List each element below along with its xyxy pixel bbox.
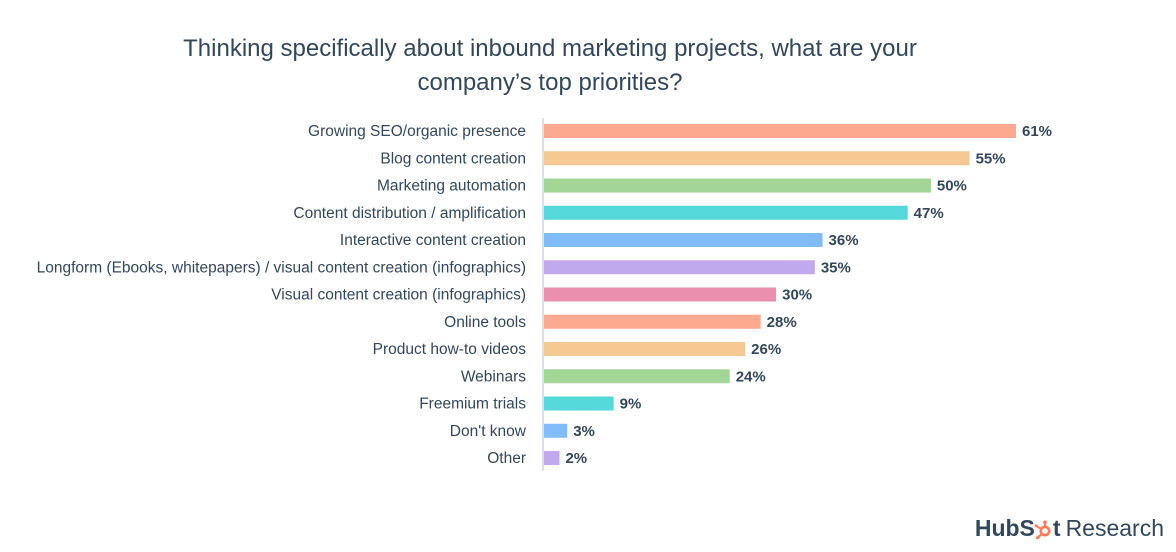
- logo-brand-part1: HubS: [974, 515, 1035, 541]
- category-label: Product how-to videos: [373, 341, 527, 358]
- category-label: Longform (Ebooks, whitepapers) / visual …: [37, 259, 526, 276]
- bar: [544, 451, 560, 465]
- category-label: Content distribution / amplification: [293, 205, 526, 222]
- bar: [544, 314, 761, 329]
- bar: [544, 178, 931, 193]
- category-label: Freemium trials: [419, 396, 526, 413]
- category-label: Blog content creation: [380, 150, 526, 167]
- hubspot-research-logo: HubS t Research: [975, 515, 1164, 542]
- value-label: 3%: [573, 423, 595, 440]
- bar: [544, 151, 970, 166]
- bar: [544, 342, 746, 356]
- category-label: Other: [487, 450, 526, 467]
- value-label: 47%: [914, 205, 944, 222]
- category-label: Don't know: [450, 423, 527, 440]
- bar: [544, 396, 614, 411]
- value-label: 26%: [751, 341, 781, 358]
- bar: [544, 423, 568, 438]
- category-label: Growing SEO/organic presence: [308, 123, 526, 140]
- logo-research-text: Research: [1065, 515, 1164, 541]
- value-label: 61%: [1022, 123, 1052, 140]
- bar: [544, 260, 815, 275]
- category-label: Online tools: [444, 314, 526, 331]
- bar: [544, 287, 777, 302]
- bar: [544, 205, 908, 220]
- value-label: 55%: [976, 150, 1006, 167]
- value-label: 35%: [821, 259, 851, 276]
- category-label: Visual content creation (infographics): [271, 287, 526, 304]
- value-label: 2%: [565, 450, 587, 467]
- bar: [544, 124, 1016, 138]
- value-label: 50%: [937, 178, 967, 195]
- category-label: Marketing automation: [377, 178, 526, 195]
- logo-brand-part2: t: [1052, 515, 1061, 541]
- bar: [544, 369, 730, 384]
- value-label: 24%: [736, 368, 766, 385]
- bar: [544, 233, 823, 247]
- sprocket-icon: [1034, 520, 1051, 540]
- value-label: 28%: [767, 314, 797, 331]
- chart-title-line-2: company’s top priorities?: [417, 69, 683, 96]
- category-label: Webinars: [461, 368, 526, 385]
- value-label: 30%: [782, 287, 812, 304]
- chart-title-line-1: Thinking specifically about inbound mark…: [183, 35, 917, 62]
- value-label: 36%: [829, 232, 859, 249]
- category-label: Interactive content creation: [340, 232, 526, 249]
- value-label: 9%: [620, 396, 642, 413]
